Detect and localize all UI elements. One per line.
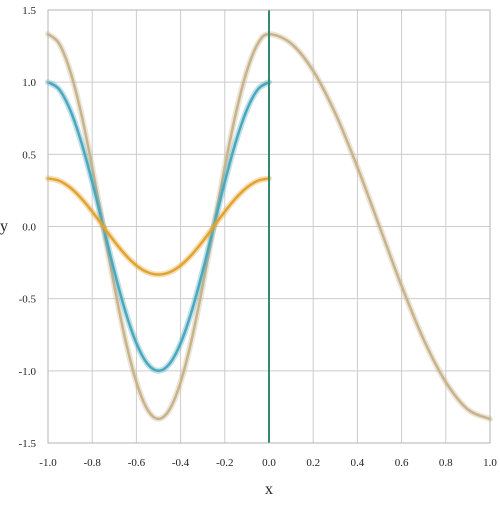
y-tick-label: -1.0 xyxy=(19,366,37,378)
x-tick-label: -0.4 xyxy=(172,457,190,469)
x-axis-ticks: -1.0 -0.8 -0.6 -0.4 -0.2 0.0 0.2 0.4 0.6 0.8 1.0 xyxy=(39,457,497,469)
x-tick-label: -0.6 xyxy=(128,457,146,469)
y-tick-label: 0.0 xyxy=(22,222,36,234)
y-tick-label: 1.0 xyxy=(22,77,36,89)
y-tick-label: -0.5 xyxy=(19,294,37,306)
x-tick-label: 0.4 xyxy=(351,457,365,469)
series-1-line xyxy=(46,80,271,373)
series-layer xyxy=(45,31,493,422)
y-tick-label: -1.5 xyxy=(19,438,37,450)
x-tick-label: 0.0 xyxy=(262,457,276,469)
x-tick-label: 0.8 xyxy=(439,457,453,469)
x-tick-label: -1.0 xyxy=(39,457,57,469)
series-2-line xyxy=(46,177,271,276)
x-tick-label: 1.0 xyxy=(483,457,497,469)
plot-frame xyxy=(47,9,491,444)
y-axis-ticks: 1.5 1.0 0.5 0.0 -0.5 -1.0 -1.5 xyxy=(19,5,37,450)
y-tick-label: 0.5 xyxy=(22,149,36,161)
x-tick-label: 0.2 xyxy=(306,457,320,469)
y-axis-title: y xyxy=(0,218,8,235)
x-axis-title: x xyxy=(265,481,273,498)
x-tick-label: -0.2 xyxy=(216,457,233,469)
y-tick-label: 1.5 xyxy=(22,5,36,17)
x-tick-label: 0.6 xyxy=(395,457,409,469)
x-tick-label: -0.8 xyxy=(83,457,101,469)
